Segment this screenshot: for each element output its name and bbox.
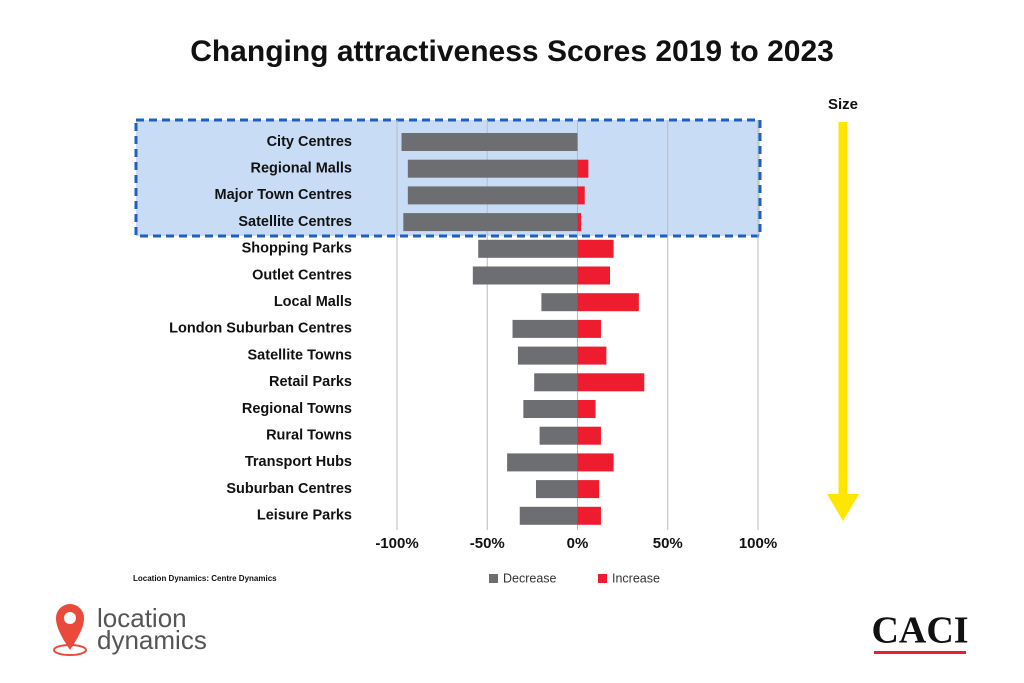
pin-icon — [56, 604, 84, 650]
bar — [401, 133, 578, 151]
x-tick-label: 100% — [739, 535, 777, 552]
logo-text: dynamics — [97, 625, 207, 655]
bar — [577, 480, 600, 499]
category-label: Regional Towns — [242, 401, 352, 417]
category-label: Regional Malls — [250, 161, 352, 177]
bar — [523, 400, 578, 418]
bar — [403, 213, 578, 232]
bar — [577, 213, 582, 232]
bar — [577, 293, 639, 312]
logo-text: location — [97, 603, 187, 633]
bar — [577, 453, 614, 472]
category-label: Local Malls — [274, 294, 352, 310]
category-label: City Centres — [267, 134, 352, 150]
category-label: Outlet Centres — [252, 267, 352, 283]
caci-underline — [874, 651, 966, 654]
bar — [577, 426, 601, 445]
pin-ring — [53, 644, 87, 656]
bar — [539, 426, 578, 445]
x-tick-label: 0% — [567, 535, 589, 552]
bar — [577, 346, 607, 365]
bar — [577, 506, 601, 525]
chart-title: Changing attractiveness Scores 2019 to 2… — [190, 35, 834, 68]
size-arrowhead — [827, 494, 859, 521]
category-label: Leisure Parks — [257, 508, 352, 524]
x-tick-label: -50% — [470, 535, 505, 552]
bar — [535, 480, 578, 499]
x-tick-label: 50% — [653, 535, 683, 552]
bar — [472, 266, 578, 285]
plot: -100% -50% 0% 50% 100% City Centres Regional M… — [169, 133, 777, 552]
bar — [577, 319, 601, 338]
category-label: Major Town Centres — [215, 187, 353, 203]
bar — [534, 373, 578, 392]
legend-label: Increase — [612, 571, 660, 585]
category-label: Suburban Centres — [226, 481, 352, 497]
pin-hole — [64, 612, 76, 624]
category-label: Satellite Centres — [238, 214, 352, 230]
category-label: Satellite Towns — [248, 347, 352, 363]
bar — [407, 159, 578, 178]
bar — [577, 266, 610, 285]
bar — [577, 239, 614, 258]
bar — [577, 186, 585, 205]
logo-left: location dynamics — [53, 603, 207, 656]
bar — [577, 400, 596, 418]
caci-logo: CACI — [871, 610, 968, 652]
legend-swatch — [489, 574, 498, 583]
category-label: London Suburban Centres — [169, 321, 352, 337]
bar — [512, 319, 578, 338]
source: Location Dynamics: Centre Dynamics — [133, 574, 277, 583]
legend-swatch — [598, 574, 607, 583]
legend: Decrease Increase — [489, 571, 660, 585]
bar — [541, 293, 578, 312]
bar — [407, 186, 578, 205]
bar — [577, 159, 589, 178]
category-label: Transport Hubs — [245, 454, 352, 470]
bar — [517, 346, 578, 365]
x-tick-label: -100% — [375, 535, 418, 552]
bar — [519, 506, 578, 525]
bar — [478, 239, 578, 258]
legend-label: Decrease — [503, 571, 557, 585]
category-label: Shopping Parks — [242, 241, 352, 257]
bar — [577, 373, 645, 392]
category-label: Rural Towns — [266, 428, 352, 444]
category-label: Retail Parks — [269, 374, 352, 390]
bar — [507, 453, 578, 472]
size-label: Size — [828, 96, 858, 113]
